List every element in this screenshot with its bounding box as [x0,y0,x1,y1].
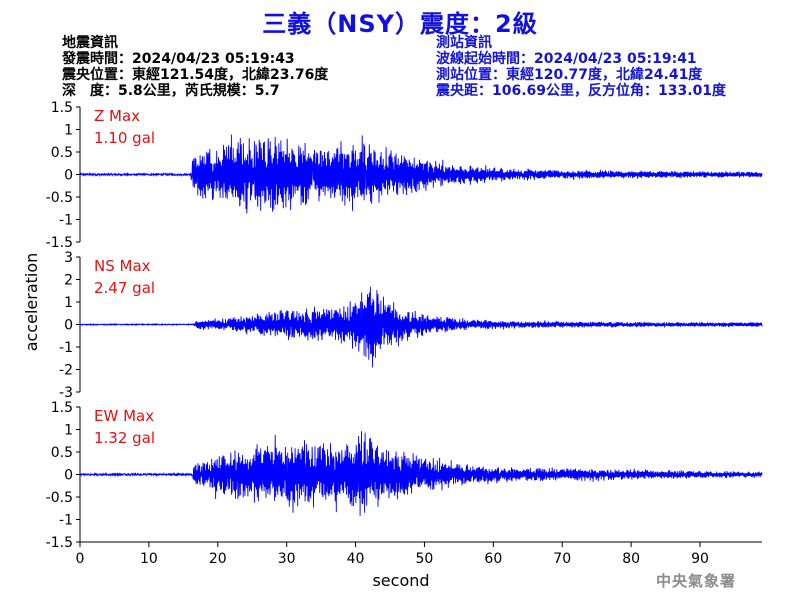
x-tick-label: 0 [76,551,85,567]
waveform-ns [79,286,763,368]
max-value-z: 1.10 gal [94,129,155,147]
event-origin-time: 發震時間：2024/04/23 05:19:43 [62,51,295,67]
y-tick-label: -0.5 [46,190,73,206]
chart-title: 三義（NSY）震度：2級 [262,10,538,38]
y-tick-label: 0.5 [51,445,73,461]
y-tick-label: -2 [59,363,73,379]
y-tick-label: 0 [64,318,73,334]
x-tick-label: 70 [553,551,571,567]
x-tick-label: 80 [622,551,640,567]
event-info-heading: 地震資訊 [62,35,118,51]
waveform-ew [79,431,763,516]
panel-ns: 3 2 1 0 -1 -2 -3 NS Max 2.47 gal [59,250,763,401]
y-tick-label: -0.5 [46,490,73,506]
y-tick-label: 1 [64,423,73,439]
x-axis-label: second [372,571,429,590]
y-tick-label: 1 [64,123,73,139]
station-start-time: 波線起始時間：2024/04/23 05:19:41 [436,51,697,67]
station-info-heading: 測站資訊 [436,35,492,51]
y-tick-label: 0 [64,468,73,484]
x-tick-label: 20 [209,551,227,567]
x-tick-label: 40 [347,551,365,567]
x-tick-label: 90 [691,551,709,567]
max-label-ew: EW Max [94,407,154,425]
max-value-ew: 1.32 gal [94,429,155,447]
y-tick-label: -1.5 [46,235,73,251]
y-tick-label: 3 [64,250,73,266]
y-tick-label: -1 [59,213,73,229]
y-tick-label: 1 [64,295,73,311]
x-tick-label: 30 [278,551,296,567]
y-tick-label: 1.5 [51,100,73,116]
y-tick-label: 1.5 [51,400,73,416]
x-tick-label: 50 [416,551,434,567]
y-tick-label: -1 [59,513,73,529]
y-tick-label: 2 [64,273,73,289]
event-info: 地震資訊 發震時間：2024/04/23 05:19:43 震央位置：東經121… [62,35,328,99]
event-epicenter: 震央位置：東經121.54度，北緯23.76度 [62,67,329,83]
panel-z: 1.5 1 0.5 0 -0.5 -1 -1.5 Z Max 1.10 gal [46,100,763,251]
y-tick-label: -1 [59,340,73,356]
station-info: 測站資訊 波線起始時間：2024/04/23 05:19:41 測站位置：東經1… [436,35,726,99]
y-tick-label: -3 [59,385,73,401]
y-tick-label: 0.5 [51,145,73,161]
x-tick-label: 60 [484,551,502,567]
y-axis-label: acceleration [22,253,41,352]
max-value-ns: 2.47 gal [94,279,155,297]
y-tick-label: 0 [64,168,73,184]
agency-credit: 中央氣象署 [656,572,737,590]
max-label-ns: NS Max [94,257,151,275]
panel-ew: 1.5 1 0.5 0 -0.5 -1 -1.5 EW Max 1.32 gal [46,400,763,551]
station-distance: 震央距：106.69公里，反方位角：133.01度 [436,83,727,99]
event-depth-magnitude: 深 度：5.8公里，芮氏規模：5.7 [62,83,280,99]
y-tick-label: -1.5 [46,535,73,551]
x-tick-label: 10 [140,551,158,567]
station-location: 測站位置：東經120.77度，北緯24.41度 [436,67,703,83]
waveform-z [79,134,763,214]
max-label-z: Z Max [94,107,140,125]
